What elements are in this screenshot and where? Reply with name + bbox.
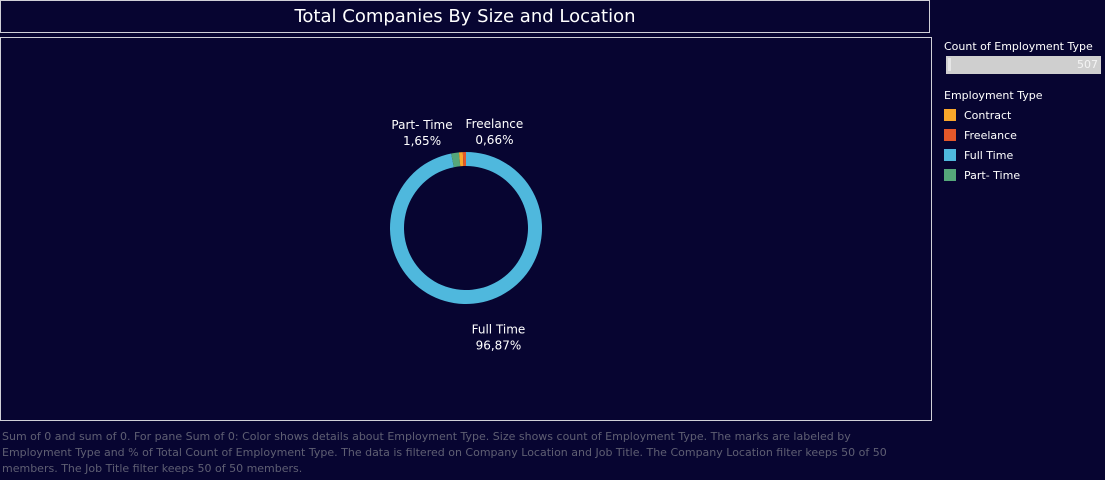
chart-caption: Sum of 0 and sum of 0. For pane Sum of 0… [2,430,887,475]
donut-chart: Full Time 96,87% Part- Time 1,65% Freelance 0… [390,117,542,353]
slice-freelance[interactable] [462,152,466,167]
size-legend-max: 507 [1077,58,1098,71]
size-legend-bar: 507 [946,56,1101,74]
legend-item-contract[interactable]: Contract [944,105,1104,125]
legend-label: Freelance [964,128,1017,142]
color-legend-items: Contract Freelance Full Time Part- Time [944,105,1104,185]
slice-part-time[interactable] [451,152,461,168]
label-part-time-percent: 1,65% [403,134,441,148]
size-legend-title: Count of Employment Type [944,40,1093,53]
legend-swatch [944,109,956,121]
legend-label: Full Time [964,148,1014,162]
color-legend-title: Employment Type [944,89,1043,102]
legend-swatch [944,129,956,141]
legend-label: Contract [964,108,1012,122]
size-legend-min-mark [948,58,951,71]
label-part-time-name: Part- Time [391,118,452,132]
legend-item-freelance[interactable]: Freelance [944,125,1104,145]
legend-item-full-time[interactable]: Full Time [944,145,1104,165]
legend: Count of Employment Type 507 Employment … [944,40,1104,185]
chart-title: Total Companies By Size and Location [0,0,930,33]
label-full-time-percent: 96,87% [476,339,522,353]
label-full-time-name: Full Time [472,323,526,337]
slice-contract[interactable] [458,152,464,167]
chart-area: Full Time 96,87% Part- Time 1,65% Freelance 0… [0,37,932,421]
label-freelance-name: Freelance [466,117,524,131]
legend-swatch [944,149,956,161]
legend-item-part-time[interactable]: Part- Time [944,165,1104,185]
label-freelance-percent: 0,66% [475,133,513,147]
slice-full-time[interactable] [390,152,542,304]
legend-label: Part- Time [964,168,1021,182]
legend-swatch [944,169,956,181]
